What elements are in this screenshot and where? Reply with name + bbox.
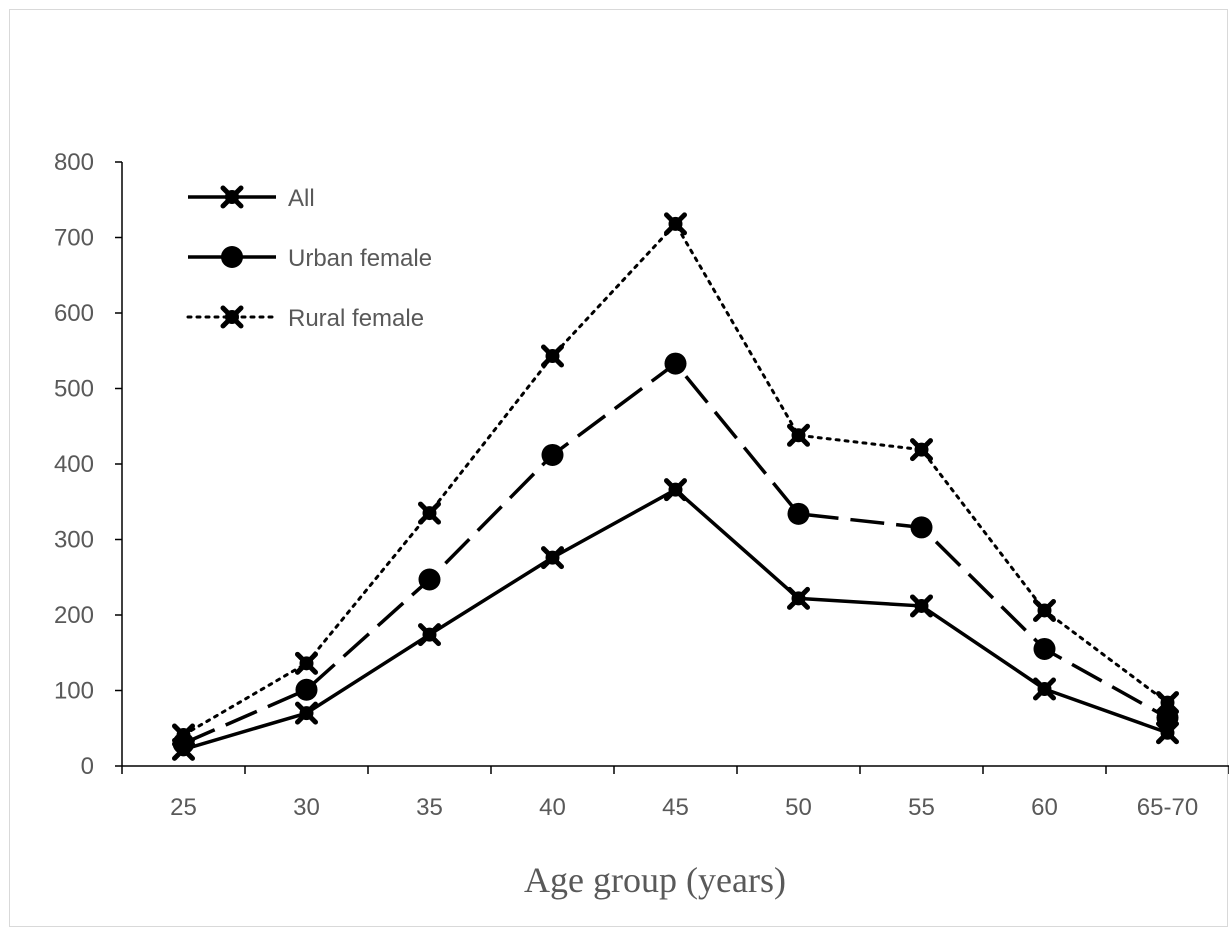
data-point-s2-p1 [295,651,318,675]
legend-marker [220,185,244,209]
data-point-s0-p4 [664,478,687,502]
data-point-s2-p7 [1033,598,1056,622]
legend-item-0: All [188,185,315,212]
data-point-s1-p5 [787,502,810,525]
chart-frame [9,9,1228,927]
data-point-s0-p5 [787,586,810,610]
legend-item-1: Urban female [188,245,432,272]
data-point-s0-p1 [295,701,318,725]
x-tick-label: 50 [785,794,812,821]
x-tick-label: 30 [293,794,320,821]
legend-item-2: Rural female [186,305,424,332]
x-tick-label: 60 [1031,794,1058,821]
x-tick-label: 45 [662,794,689,821]
data-point-s0-p7 [1033,677,1056,701]
y-tick-label: 800 [54,149,94,176]
data-point-s1-p1 [295,678,318,701]
legend-label: Urban female [288,245,432,272]
x-tick-label: 25 [170,794,197,821]
data-point-s1-p7 [1033,637,1056,660]
x-axis-title: Age group (years) [524,860,786,900]
y-tick-label: 600 [54,300,94,327]
data-point-s1-p4 [664,352,687,375]
data-point-s2-p8 [1156,691,1179,715]
data-point-s0-p3 [541,546,564,570]
legend-label: Rural female [288,305,424,332]
x-tick-label: 65-70 [1137,794,1198,821]
x-tick-label: 40 [539,794,566,821]
y-tick-label: 200 [54,602,94,629]
legend-label: All [288,185,315,212]
data-point-s2-p5 [787,423,810,447]
series-line-1 [182,361,1169,745]
x-tick-label: 35 [416,794,443,821]
data-point-s2-p4 [664,212,687,236]
series-line-2 [182,222,1169,737]
y-tick-label: 500 [54,376,94,403]
series-markers [172,212,1179,761]
y-tick-label: 0 [81,753,94,780]
data-point-s0-p2 [418,623,441,647]
data-point-s2-p3 [541,344,564,368]
series-line-0 [183,487,1169,752]
legend-marker [221,246,243,268]
axes: 0 100 200 300 400 500 600 700 800 25 30 35 40 45 50 55 6… [54,149,1229,821]
y-tick-label: 400 [54,451,94,478]
y-tick-label: 700 [54,225,94,252]
legend-marker [220,305,244,329]
legend: All Urban female Rural female [186,185,432,332]
data-point-s1-p2 [418,568,441,591]
y-tick-label: 300 [54,527,94,554]
data-point-s1-p6 [910,516,933,539]
data-point-s0-p6 [910,594,933,618]
data-point-s1-p3 [541,443,564,466]
x-tick-label: 55 [908,794,935,821]
data-point-s2-p6 [910,438,933,462]
data-point-s2-p2 [418,501,441,525]
data-point-s2-p0 [172,723,195,747]
y-tick-label: 100 [54,678,94,705]
data-point-s1-p8 [1156,706,1179,729]
